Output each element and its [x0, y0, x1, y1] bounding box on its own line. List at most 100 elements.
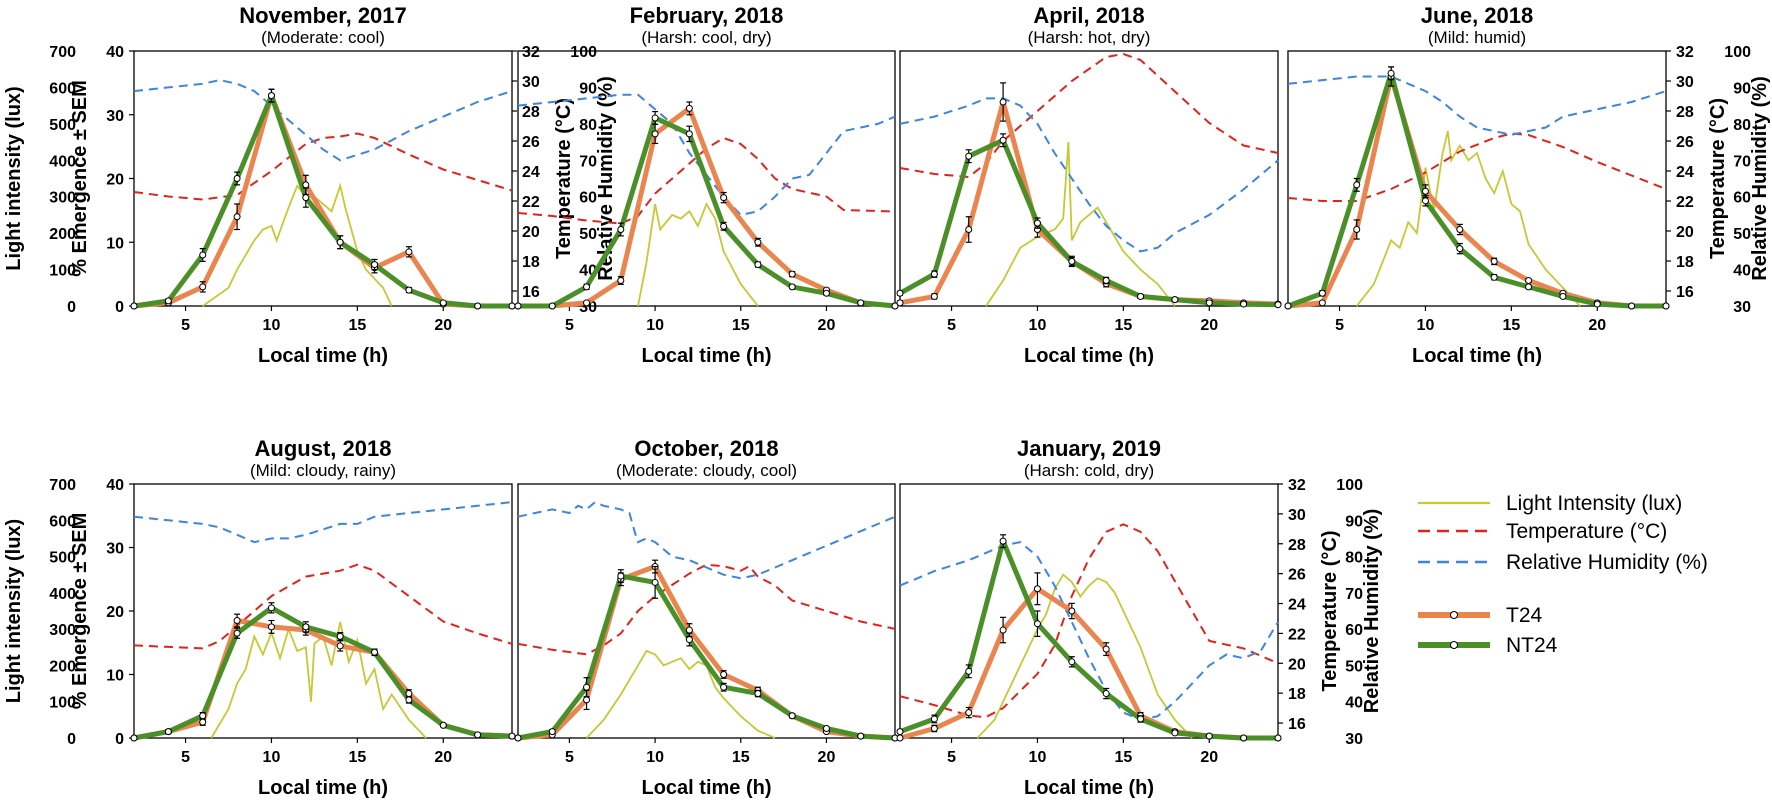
light-tick-label: 700 [49, 44, 76, 61]
emergence-axis-label: % Emergence ± SEM [69, 513, 91, 710]
temp-tick-label: 30 [1288, 507, 1306, 524]
nt24-point [583, 683, 591, 691]
legend-label-t24: T24 [1506, 604, 1543, 627]
panel-title: October, 2018 [634, 436, 778, 461]
nt24-point [1102, 277, 1110, 284]
t24-point [1102, 645, 1110, 653]
light-tick-label: 300 [49, 622, 76, 639]
light-tick-label: 600 [49, 513, 76, 530]
t24-point [999, 98, 1007, 106]
panel-title: April, 2018 [1033, 3, 1144, 28]
temp-axis-label: Temperature (°C) [553, 98, 575, 259]
nt24-point [617, 572, 625, 580]
temp-tick-label: 20 [1288, 656, 1306, 673]
emergence-tick-label: 10 [106, 235, 124, 252]
nt24-point [720, 683, 728, 691]
t24-point [720, 194, 728, 202]
x-tick-label: 10 [263, 317, 281, 334]
x-tick-label: 5 [181, 749, 190, 766]
nt24-point [822, 724, 830, 732]
nt24-point [508, 732, 516, 740]
temp-tick-label: 18 [1288, 686, 1306, 703]
light-tick-label: 500 [49, 550, 76, 567]
temp-tick-label: 24 [1676, 164, 1694, 181]
temp-tick-label: 32 [1676, 44, 1694, 61]
nt24-point [999, 136, 1007, 144]
x-axis-label: Local time (h) [1024, 777, 1154, 799]
rh-axis-label: Relative Humidity (%) [595, 76, 617, 280]
t24-point [1068, 607, 1076, 615]
temperature-line [899, 52, 1279, 179]
x-tick-label: 10 [1029, 317, 1047, 334]
nt24-point [267, 92, 275, 100]
nt24-point [1240, 300, 1248, 308]
t24-point [685, 104, 693, 112]
nt24-point [720, 222, 728, 230]
t24-point [405, 690, 413, 698]
nt24-point [1421, 197, 1429, 205]
x-tick-label: 15 [1502, 317, 1520, 334]
nt24-line [517, 573, 896, 741]
panel-title: August, 2018 [255, 436, 392, 461]
emergence-tick-label: 40 [106, 477, 124, 494]
nt24-point [336, 238, 344, 246]
rh-tick-label: 90 [579, 80, 597, 97]
t24-point [930, 724, 938, 732]
nt24-point [965, 667, 973, 675]
nt24-point [1033, 620, 1041, 628]
nt24-point [371, 648, 379, 656]
nt24-point [336, 632, 344, 640]
x-tick-label: 15 [732, 749, 750, 766]
nt24-point [583, 283, 591, 291]
panel-subtitle: (Moderate: cloudy, cool) [616, 461, 797, 480]
chart-panel: November, 2017(Moderate: cool) 5 10 15 20 Loc… [3, 3, 617, 367]
x-tick-label: 5 [1335, 317, 1344, 334]
light-axis-label: Light intensity (lux) [3, 519, 25, 703]
light-intensity-line [976, 573, 1193, 739]
temp-tick-label: 32 [1288, 477, 1306, 494]
rh-tick-label: 100 [1724, 44, 1751, 61]
t24-point [405, 248, 413, 256]
plot-frame [133, 483, 513, 739]
rh-tick-label: 70 [579, 153, 597, 170]
rh-tick-label: 100 [570, 44, 597, 61]
chart-panel: August, 2018(Mild: cloudy, rainy) 5 10 15 20… [3, 436, 516, 799]
nt24-point [548, 728, 556, 736]
nt24-line [899, 538, 1278, 741]
t24-line [517, 564, 896, 741]
nt24-point [1068, 257, 1076, 265]
nt24-point [1559, 292, 1567, 300]
x-tick-label: 10 [1417, 317, 1435, 334]
temp-axis-label: Temperature (°C) [1319, 531, 1341, 692]
nt24-point [405, 696, 413, 704]
x-tick-label: 20 [818, 749, 836, 766]
x-tick-label: 5 [565, 749, 574, 766]
light-tick-label: 100 [49, 263, 76, 280]
nt24-point [1284, 302, 1292, 310]
nt24-point [1456, 245, 1464, 253]
x-tick-label: 15 [1114, 749, 1132, 766]
t24-point [1421, 187, 1429, 195]
temp-tick-label: 26 [1676, 134, 1694, 151]
x-tick-label: 5 [565, 317, 574, 334]
rh-tick-label: 80 [1345, 550, 1363, 567]
temp-tick-label: 20 [1676, 224, 1694, 241]
t24-point [1353, 226, 1361, 233]
nt24-point [371, 261, 379, 269]
rh-tick-label: 90 [1345, 513, 1363, 530]
t24-point [583, 696, 591, 704]
rh-tick-label: 30 [1733, 299, 1751, 316]
rh-axis-label: Relative Humidity (%) [1749, 76, 1771, 280]
nt24-point [514, 734, 522, 742]
nt24-point [1387, 69, 1395, 77]
rh-tick-label: 70 [1345, 586, 1363, 603]
nt24-point [685, 636, 693, 644]
t24-point [754, 238, 762, 246]
nt24-point [1593, 300, 1601, 308]
nt24-point [930, 715, 938, 723]
t24-point [685, 626, 693, 634]
t24-point [1490, 257, 1498, 265]
nt24-point [896, 289, 904, 297]
nt24-line [518, 115, 896, 309]
temperature-line [517, 563, 896, 656]
